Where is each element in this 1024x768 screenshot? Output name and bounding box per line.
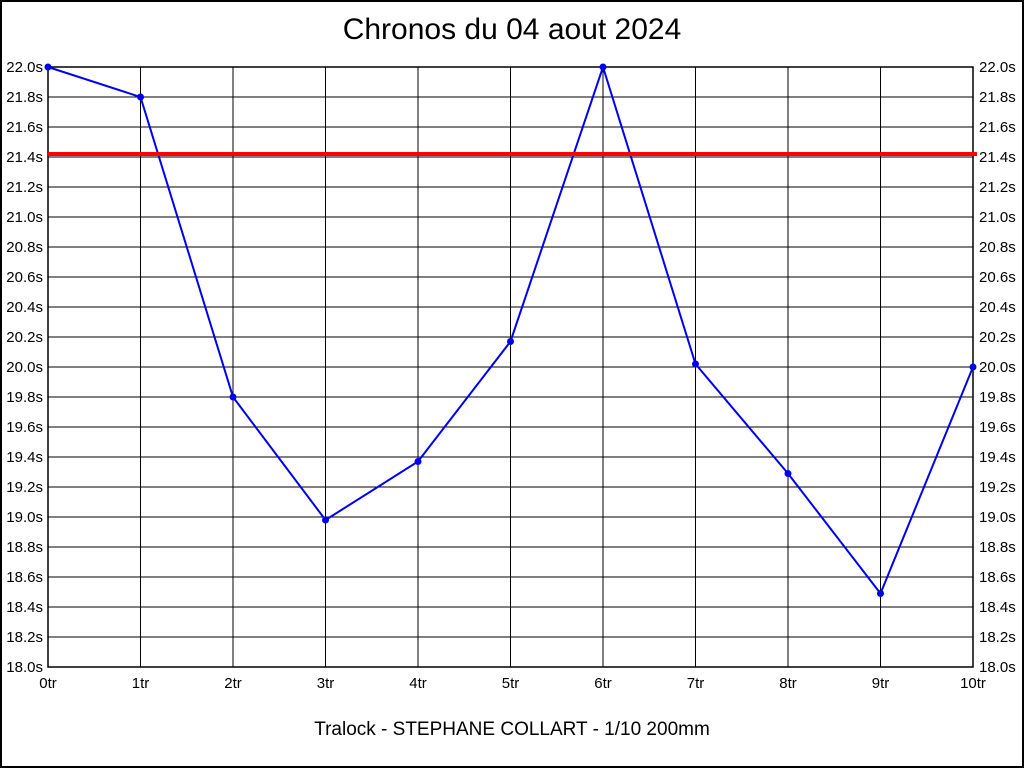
y-tick-label-left: 18.0s (6, 659, 43, 676)
y-tick-label-right: 20.8s (979, 239, 1016, 256)
y-tick-label-left: 21.4s (6, 149, 43, 166)
data-point (507, 338, 514, 345)
data-point (784, 470, 792, 477)
data-point (137, 93, 144, 101)
y-tick-label-left: 21.8s (6, 89, 43, 106)
y-tick-label-left: 21.6s (6, 119, 43, 136)
x-tick-label: 5tr (502, 675, 520, 692)
y-tick-label-right: 18.4s (979, 599, 1016, 616)
data-point (414, 458, 422, 465)
y-tick-label-right: 19.4s (979, 449, 1016, 466)
x-tick-label: 1tr (132, 675, 150, 692)
y-tick-label-right: 19.6s (979, 419, 1016, 436)
x-tick-label: 9tr (872, 675, 890, 692)
y-tick-label-right: 21.2s (979, 179, 1016, 196)
data-point (44, 63, 52, 71)
y-tick-label-right: 19.8s (979, 389, 1016, 406)
data-point (322, 516, 329, 524)
y-tick-label-left: 19.4s (6, 449, 43, 466)
y-tick-label-right: 20.6s (979, 269, 1016, 286)
x-tick-label: 6tr (594, 675, 612, 692)
y-tick-label-left: 18.6s (6, 569, 43, 586)
y-tick-label-left: 20.0s (6, 359, 43, 376)
x-tick-label: 3tr (317, 675, 335, 692)
y-tick-label-left: 18.2s (6, 629, 43, 646)
y-tick-label-right: 21.6s (979, 119, 1016, 136)
y-tick-label-left: 18.4s (6, 599, 43, 616)
y-tick-label-right: 20.2s (979, 329, 1016, 346)
x-tick-label: 2tr (224, 675, 242, 692)
y-tick-label-left: 21.2s (6, 179, 43, 196)
x-tick-label: 0tr (39, 675, 57, 692)
y-tick-label-left: 20.8s (6, 239, 43, 256)
x-tick-label: 10tr (960, 675, 986, 692)
y-tick-label-left: 19.2s (6, 479, 43, 496)
y-tick-label-left: 22.0s (6, 59, 43, 76)
y-tick-label-left: 21.0s (6, 209, 43, 226)
y-tick-label-right: 20.0s (979, 359, 1016, 376)
y-tick-label-right: 21.0s (979, 209, 1016, 226)
data-point (877, 590, 884, 597)
y-tick-label-right: 18.8s (979, 539, 1016, 556)
x-tick-label: 7tr (687, 675, 705, 692)
data-point (692, 360, 699, 368)
y-tick-label-left: 19.0s (6, 509, 43, 526)
y-tick-label-left: 20.2s (6, 329, 43, 346)
y-tick-label-right: 20.4s (979, 299, 1016, 316)
y-tick-label-left: 20.6s (6, 269, 43, 286)
x-tick-label: 4tr (409, 675, 427, 692)
y-tick-label-left: 18.8s (6, 539, 43, 556)
data-point (599, 63, 607, 71)
y-tick-label-right: 21.4s (979, 149, 1016, 166)
y-tick-label-right: 22.0s (979, 59, 1016, 76)
data-point (969, 363, 977, 371)
y-tick-label-right: 18.6s (979, 569, 1016, 586)
chart-caption: Tralock - STEPHANE COLLART - 1/10 200mm (314, 719, 710, 740)
chart-title: Chronos du 04 aout 2024 (342, 13, 682, 46)
y-tick-label-right: 19.2s (979, 479, 1016, 496)
y-tick-label-right: 19.0s (979, 509, 1016, 526)
y-tick-label-left: 20.4s (6, 299, 43, 316)
data-point (229, 393, 237, 401)
y-tick-label-right: 21.8s (979, 89, 1016, 106)
y-tick-label-right: 18.0s (979, 659, 1016, 676)
x-tick-label: 8tr (779, 675, 797, 692)
y-tick-label-left: 19.6s (6, 419, 43, 436)
y-tick-label-left: 19.8s (6, 389, 43, 406)
y-tick-label-right: 18.2s (979, 629, 1016, 646)
